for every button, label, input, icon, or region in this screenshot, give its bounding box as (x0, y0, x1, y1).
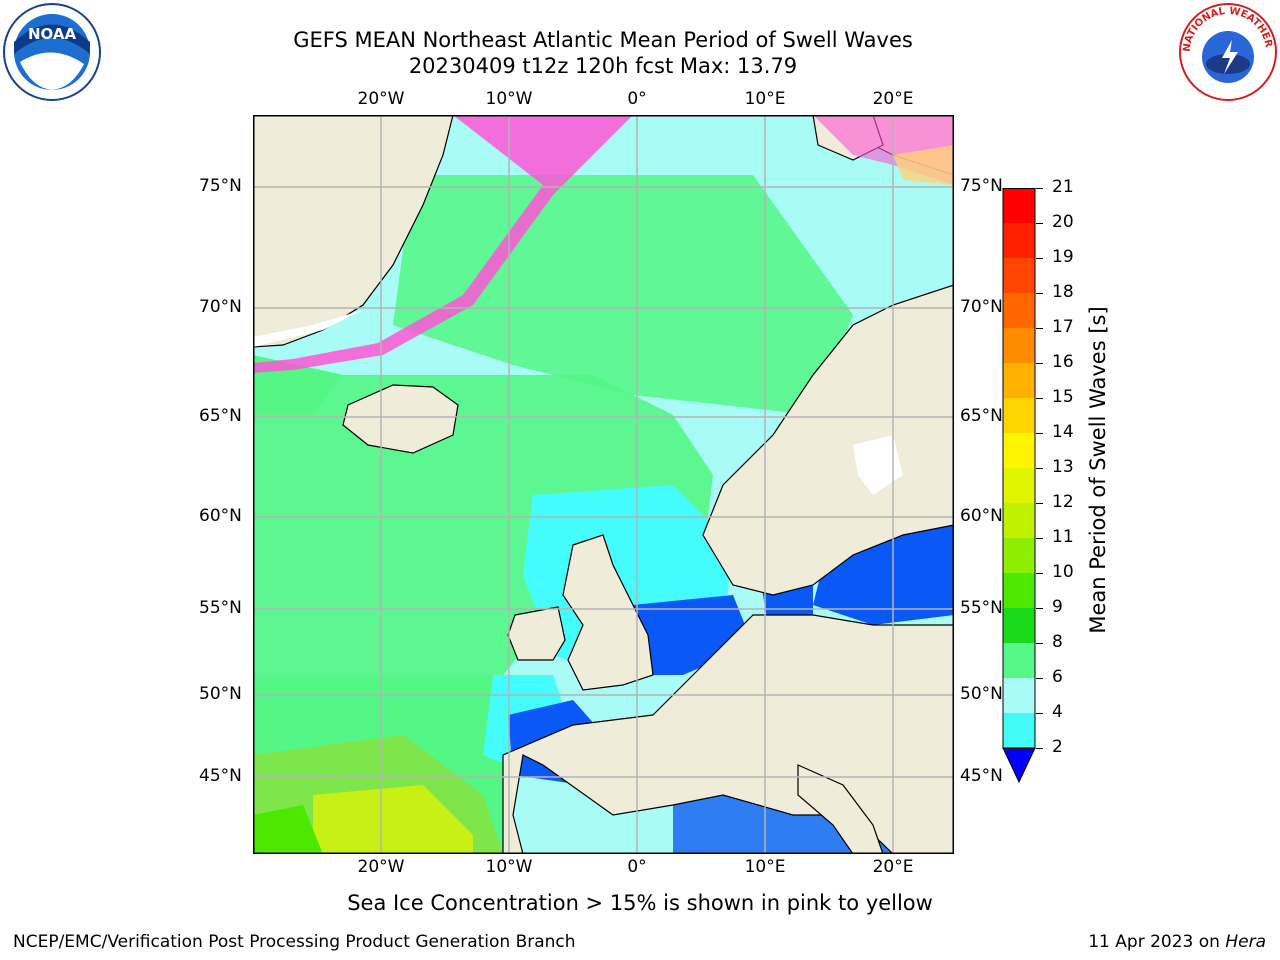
colorbar-tick-label: 20 (1052, 212, 1074, 232)
colorbar-tick-mark (1036, 398, 1043, 399)
colorbar-tick-mark (1036, 748, 1043, 749)
colorbar-tick-label: 10 (1052, 562, 1074, 582)
colorbar-tick-label: 13 (1052, 457, 1074, 477)
colorbar-tick-label: 9 (1052, 597, 1063, 617)
lat-label-right: 55°N (960, 598, 1003, 618)
colorbar-tick-mark (1036, 643, 1043, 644)
colorbar-tick-mark (1036, 258, 1043, 259)
lon-label-bottom: 0° (627, 857, 647, 877)
footer-date-text: 11 Apr 2023 on (1088, 932, 1226, 952)
colorbar-tick-label: 2 (1052, 737, 1063, 757)
sea-ice-caption: Sea Ice Concentration > 15% is shown in … (347, 891, 933, 915)
lon-label-bottom: 20°E (872, 857, 914, 877)
colorbar-tick-mark (1036, 363, 1043, 364)
lat-label-right: 50°N (960, 684, 1003, 704)
colorbar-tick-mark (1036, 468, 1043, 469)
colorbar-swatch (1003, 363, 1035, 398)
lon-label-top: 0° (627, 89, 647, 109)
lat-label-left: 70°N (199, 297, 242, 317)
map-panel (252, 114, 955, 855)
colorbar-swatch (1003, 678, 1035, 713)
footer-credit: NCEP/EMC/Verification Post Processing Pr… (13, 932, 576, 952)
chart-subtitle: 20230409 t12z 120h fcst Max: 13.79 (408, 54, 798, 78)
colorbar-tick-label: 17 (1052, 317, 1074, 337)
lat-label-right: 75°N (960, 176, 1003, 196)
colorbar-tick-label: 19 (1052, 247, 1074, 267)
lon-label-bottom: 10°E (744, 857, 786, 877)
colorbar-swatch (1003, 258, 1035, 293)
colorbar-swatch (1003, 538, 1035, 573)
colorbar-swatch (1003, 713, 1035, 748)
colorbar-tick-mark (1036, 503, 1043, 504)
colorbar-swatch (1003, 468, 1035, 503)
lat-label-right: 65°N (960, 406, 1003, 426)
noaa-logo-text: NOAA (28, 25, 77, 43)
colorbar-tick-label: 16 (1052, 352, 1074, 372)
colorbar-swatch (1003, 643, 1035, 678)
colorbar-extend-arrow (1002, 747, 1036, 784)
lon-label-top: 10°E (744, 89, 786, 109)
lat-label-left: 75°N (199, 176, 242, 196)
colorbar-swatch (1003, 503, 1035, 538)
colorbar-tick-mark (1036, 713, 1043, 714)
lat-label-right: 60°N (960, 506, 1003, 526)
colorbar-tick-mark (1036, 678, 1043, 679)
colorbar-tick-label: 4 (1052, 702, 1063, 722)
colorbar-tick-label: 21 (1052, 177, 1074, 197)
colorbar-tick-mark (1036, 293, 1043, 294)
colorbar-tick-label: 8 (1052, 632, 1063, 652)
lat-label-left: 60°N (199, 506, 242, 526)
lat-label-right: 70°N (960, 297, 1003, 317)
colorbar-tick-mark (1036, 573, 1043, 574)
lon-label-top: 20°E (872, 89, 914, 109)
colorbar-swatch (1003, 188, 1035, 223)
colorbar-swatch (1003, 608, 1035, 643)
lon-label-bottom: 20°W (357, 857, 405, 877)
colorbar-swatch (1003, 293, 1035, 328)
footer-host: Hera (1225, 932, 1266, 952)
colorbar-tick-mark (1036, 188, 1043, 189)
noaa-logo-icon: NOAA (2, 2, 102, 102)
nws-logo-icon: NATIONAL WEATHER SERVICE (1174, 0, 1278, 102)
colorbar-tick-label: 6 (1052, 667, 1063, 687)
colorbar-tick-label: 18 (1052, 282, 1074, 302)
lon-label-bottom: 10°W (485, 857, 533, 877)
colorbar-tick-label: 12 (1052, 492, 1074, 512)
colorbar-tick-label: 15 (1052, 387, 1074, 407)
lon-label-top: 10°W (485, 89, 533, 109)
colorbar-tick-mark (1036, 433, 1043, 434)
lat-label-left: 45°N (199, 766, 242, 786)
lat-label-left: 65°N (199, 406, 242, 426)
colorbar-swatch (1003, 398, 1035, 433)
footer-date: 11 Apr 2023 on Hera (1088, 932, 1266, 952)
colorbar-swatch (1003, 433, 1035, 468)
colorbar-title: Mean Period of Swell Waves [s] (1086, 306, 1110, 634)
lon-label-top: 20°W (357, 89, 405, 109)
colorbar-frame (1002, 188, 1036, 749)
colorbar-tick-mark (1036, 538, 1043, 539)
colorbar-swatch (1003, 223, 1035, 258)
lat-label-left: 55°N (199, 598, 242, 618)
colorbar-swatch (1003, 573, 1035, 608)
colorbar-tick-label: 14 (1052, 422, 1074, 442)
lat-label-right: 45°N (960, 766, 1003, 786)
chart-title: GEFS MEAN Northeast Atlantic Mean Period… (293, 28, 913, 52)
colorbar-tick-label: 11 (1052, 527, 1074, 547)
colorbar (1002, 188, 1036, 784)
colorbar-swatch (1003, 328, 1035, 363)
colorbar-tick-mark (1036, 328, 1043, 329)
lat-label-left: 50°N (199, 684, 242, 704)
colorbar-tick-mark (1036, 223, 1043, 224)
colorbar-tick-mark (1036, 608, 1043, 609)
